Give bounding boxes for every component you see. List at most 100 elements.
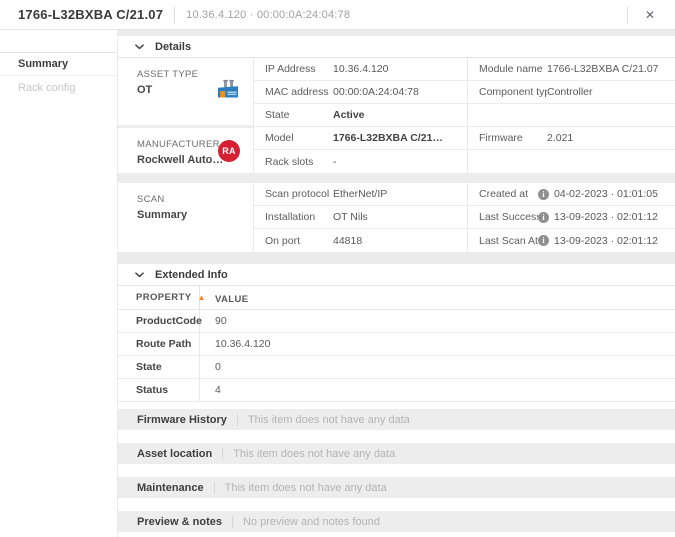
divider [231, 515, 233, 528]
field-label: State [265, 109, 290, 121]
field-value: 1766-L32BXBA C/21… [333, 132, 443, 144]
field-label: Model [265, 132, 294, 144]
field-value: 1766-L32BXBA C/21.07 [547, 63, 659, 75]
main-content: Details ASSET TYPE OT [118, 30, 675, 537]
details-left-cards: ASSET TYPE OT [118, 58, 253, 173]
close-icon[interactable]: ✕ [644, 7, 655, 22]
details-rows: IP Address 10.36.4.120 Module name 1766-L3… [253, 58, 675, 173]
section-title: Maintenance [137, 481, 204, 494]
section-title: Firmware History [137, 413, 227, 426]
field-value: - [333, 155, 337, 168]
details-group-asset: ASSET TYPE OT [118, 58, 675, 173]
card-value: OT [137, 84, 153, 96]
value-cell: 0 [215, 361, 221, 373]
section-title: Extended Info [155, 268, 228, 281]
sort-asc-icon: ▲ [197, 293, 206, 302]
rockwell-logo-icon: RA [218, 139, 240, 162]
section-maintenance[interactable]: Maintenance This item does not have any … [118, 477, 675, 498]
empty-state-message: This item does not have any data [233, 447, 396, 460]
extended-info-section-header[interactable]: Extended Info [118, 264, 675, 286]
detail-row: MAC address 00:00:0A:24:04:78 Component t… [254, 81, 675, 104]
value-cell: 90 [215, 315, 227, 327]
value-cell: 4 [215, 384, 221, 396]
section-preview-notes[interactable]: Preview & notes No preview and notes fou… [118, 511, 675, 532]
sidebar-item-summary[interactable]: Summary [0, 52, 117, 76]
field-label: Rack slots [265, 155, 314, 168]
section-asset-location[interactable]: Asset location This item does not have a… [118, 443, 675, 464]
field-value: 13-09-2023 · 02:01:12 [554, 211, 658, 223]
field-label: Last Successfu… [479, 211, 538, 223]
field-value: 2.021 [547, 132, 574, 144]
panel-header: 1766-L32BXBA C/21.07 10.36.4.120 · 00:00… [0, 0, 675, 30]
divider [222, 447, 224, 460]
spacer [118, 464, 675, 477]
manufacturer-card: MANUFACTURER Rockwell Auto… RA [118, 128, 253, 173]
info-icon[interactable]: i [538, 235, 549, 246]
field-value: 10.36.4.120 [333, 63, 389, 75]
spacer [118, 252, 675, 264]
spacer [118, 402, 675, 409]
factory-icon [216, 79, 240, 104]
asset-title: 1766-L32BXBA C/21.07 [18, 7, 164, 22]
chevron-down-icon [135, 271, 144, 278]
field-value: 13-09-2023 · 02:01:12 [554, 234, 658, 247]
column-label: VALUE [215, 293, 249, 305]
field-value: EtherNet/IP [333, 188, 388, 200]
field-label: On port [265, 234, 301, 247]
table-row: State 0 [118, 356, 675, 379]
empty-state-message: This item does not have any data [247, 413, 410, 426]
scan-card: SCAN Summary [118, 183, 253, 252]
sidebar: Summary Rack config [0, 30, 118, 537]
field-value: 04-02-2023 · 01:01:05 [554, 188, 658, 200]
card-label: MANUFACTURER [137, 139, 220, 150]
spacer [118, 430, 675, 443]
details-left-cards: SCAN Summary [118, 183, 253, 252]
field-label: IP Address [265, 63, 316, 75]
details-rows: Scan protocol EtherNet/IP Created at i 04-0… [253, 183, 675, 252]
asset-type-card: ASSET TYPE OT [118, 58, 253, 125]
extended-info-table-header: PROPERTY ▲ VALUE [118, 286, 675, 310]
detail-row: Model 1766-L32BXBA C/21… Firmware 2.021 [254, 127, 675, 150]
field-label: MAC address [265, 86, 329, 98]
property-cell: Route Path [118, 333, 200, 355]
spacer [118, 173, 675, 183]
section-firmware-history[interactable]: Firmware History This item does not have… [118, 409, 675, 430]
table-row: Route Path 10.36.4.120 [118, 333, 675, 356]
sidebar-item-label: Summary [18, 58, 69, 70]
field-value: 00:00:0A:24:04:78 [333, 86, 419, 98]
asset-subtitle: 10.36.4.120 · 00:00:0A:24:04:78 [186, 8, 351, 21]
field-label: Module name [479, 63, 543, 75]
empty-state-message: This item does not have any data [224, 481, 387, 494]
card-value: Rockwell Auto… [137, 154, 224, 166]
column-label: PROPERTY [136, 292, 192, 303]
divider [213, 481, 215, 494]
field-value: Controller [547, 86, 593, 98]
details-section-header[interactable]: Details [118, 36, 675, 58]
field-value: OT Nils [333, 211, 368, 223]
header-divider [174, 6, 176, 23]
property-cell: ProductCode [118, 310, 202, 332]
detail-row: On port 44818 Last Scan Atte…i 13-09-2023 … [254, 229, 675, 252]
spacer [118, 498, 675, 511]
details-group-scan: SCAN Summary Scan protocol EtherNet/IP Cr… [118, 183, 675, 252]
field-label: Last Scan Atte… [479, 234, 538, 247]
extended-info-table: ProductCode 90 Route Path 10.36.4.120 St… [118, 310, 675, 402]
card-value: Summary [137, 209, 188, 221]
field-label: Firmware [479, 132, 523, 144]
column-header-value: VALUE [200, 289, 249, 307]
table-row: Status 4 [118, 379, 675, 402]
card-gap [118, 125, 253, 128]
info-icon[interactable]: i [538, 211, 549, 223]
info-icon[interactable]: i [538, 188, 549, 200]
field-label: Created at [479, 188, 529, 200]
field-label: Scan protocol [265, 188, 330, 200]
field-label: Component type [479, 86, 547, 98]
section-title: Asset location [137, 447, 213, 460]
sidebar-item-rack-config[interactable]: Rack config [0, 76, 117, 100]
card-label: ASSET TYPE [137, 69, 199, 80]
sidebar-item-label: Rack config [18, 82, 76, 94]
column-header-property[interactable]: PROPERTY ▲ [118, 286, 205, 309]
field-value: Active [333, 109, 365, 121]
property-cell: Status [118, 379, 200, 401]
field-value: 44818 [333, 234, 363, 247]
